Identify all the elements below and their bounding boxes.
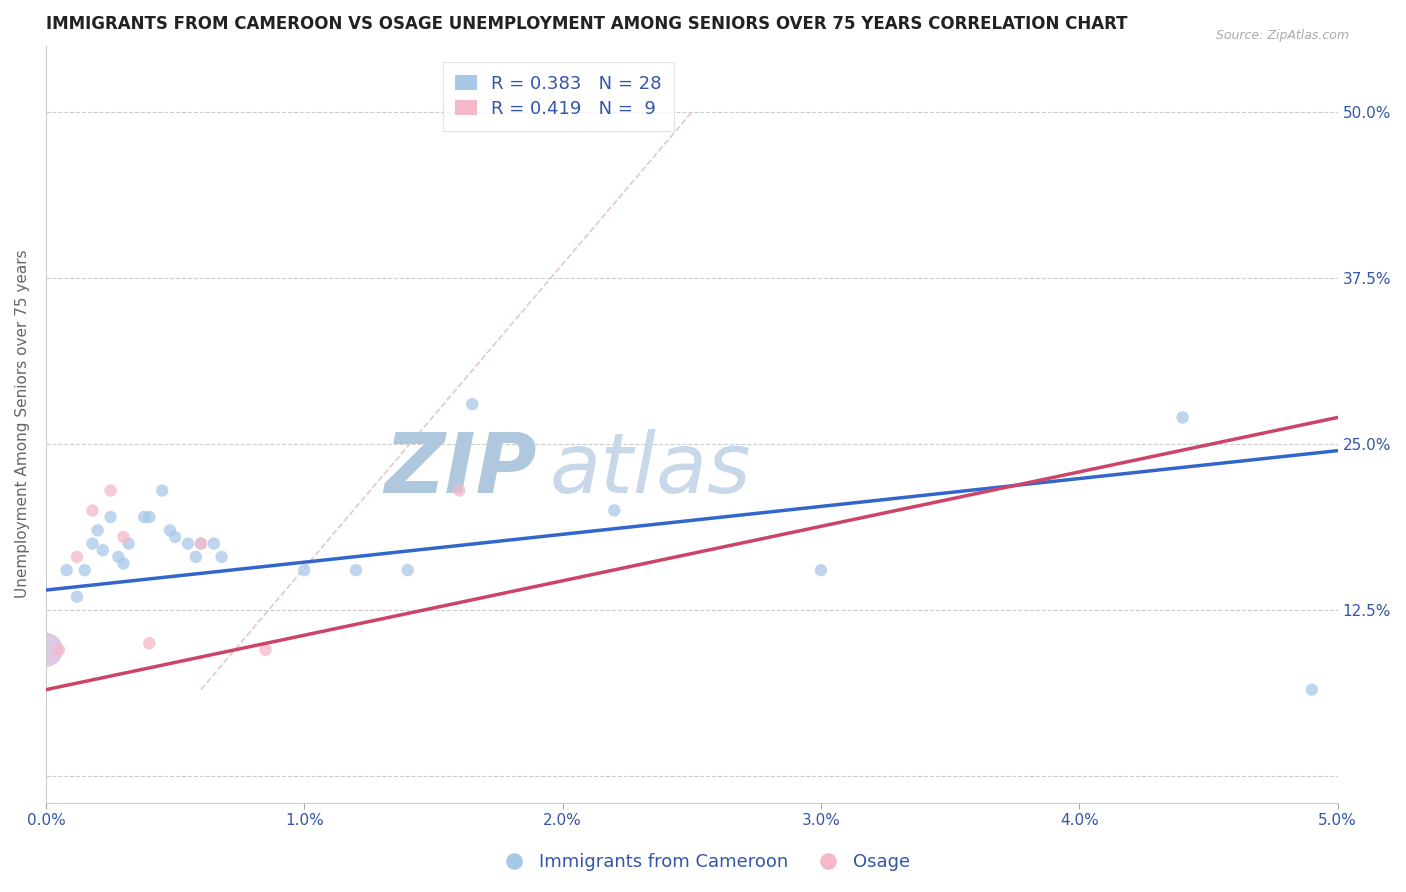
Point	[396, 563, 419, 577]
Point	[112, 530, 135, 544]
Text: atlas: atlas	[550, 429, 751, 510]
Point	[55, 563, 77, 577]
Point	[177, 536, 200, 550]
Point	[159, 524, 181, 538]
Point	[66, 590, 89, 604]
Point	[211, 549, 233, 564]
Point	[91, 543, 114, 558]
Point	[292, 563, 315, 577]
Point	[1301, 682, 1323, 697]
Point	[35, 643, 58, 657]
Point	[449, 483, 471, 498]
Point	[810, 563, 832, 577]
Legend: Immigrants from Cameroon, Osage: Immigrants from Cameroon, Osage	[488, 847, 918, 879]
Point	[112, 557, 135, 571]
Point	[117, 536, 139, 550]
Point	[73, 563, 96, 577]
Point	[134, 510, 156, 524]
Point	[66, 549, 89, 564]
Text: IMMIGRANTS FROM CAMEROON VS OSAGE UNEMPLOYMENT AMONG SENIORS OVER 75 YEARS CORRE: IMMIGRANTS FROM CAMEROON VS OSAGE UNEMPL…	[46, 15, 1128, 33]
Text: ZIP: ZIP	[384, 429, 537, 510]
Point	[150, 483, 173, 498]
Point	[603, 503, 626, 517]
Point	[165, 530, 187, 544]
Point	[138, 510, 160, 524]
Point	[190, 536, 212, 550]
Point	[344, 563, 367, 577]
Point	[82, 536, 104, 550]
Y-axis label: Unemployment Among Seniors over 75 years: Unemployment Among Seniors over 75 years	[15, 250, 30, 599]
Point	[202, 536, 225, 550]
Point	[184, 549, 207, 564]
Point	[86, 524, 108, 538]
Point	[190, 536, 212, 550]
Point	[100, 510, 122, 524]
Text: Source: ZipAtlas.com: Source: ZipAtlas.com	[1216, 29, 1350, 42]
Point	[254, 643, 277, 657]
Legend: R = 0.383   N = 28, R = 0.419   N =  9: R = 0.383 N = 28, R = 0.419 N = 9	[443, 62, 675, 131]
Point	[82, 503, 104, 517]
Point	[107, 549, 129, 564]
Point	[1171, 410, 1194, 425]
Point	[100, 483, 122, 498]
Point	[461, 397, 484, 411]
Point	[138, 636, 160, 650]
Point	[48, 643, 70, 657]
